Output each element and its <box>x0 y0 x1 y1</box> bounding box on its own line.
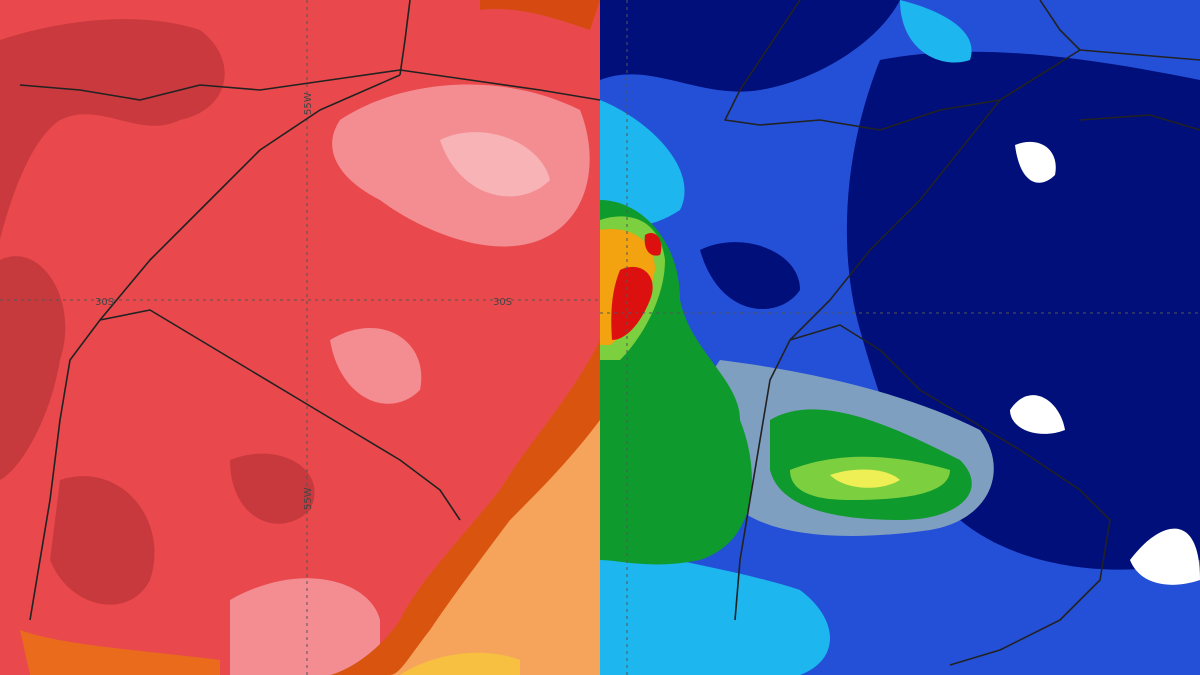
white-area <box>1015 141 1056 183</box>
light-area <box>440 132 550 197</box>
map-label: 55W <box>303 92 314 115</box>
ocean-warm <box>400 652 520 675</box>
light-area <box>230 578 380 675</box>
red-area <box>644 232 662 256</box>
border <box>19 69 600 101</box>
light-area <box>330 328 422 404</box>
cyan-area <box>900 0 972 63</box>
ocean-fill <box>390 420 600 675</box>
white-area <box>1010 395 1065 434</box>
temperature-map: 30S 30S 55W 55W <box>0 0 600 675</box>
coast-band <box>20 630 220 675</box>
dark-area <box>0 256 66 480</box>
dark-area <box>0 19 225 241</box>
white-area <box>1130 528 1200 585</box>
cyan-area <box>600 100 685 227</box>
yellow-area <box>830 469 900 488</box>
precipitation-map <box>600 0 1200 675</box>
cyan-area <box>600 540 830 675</box>
border <box>789 324 1111 666</box>
border <box>724 0 1200 131</box>
border <box>1039 0 1081 51</box>
dark-area <box>230 453 315 524</box>
dark-area <box>600 0 900 92</box>
map-label: 30S <box>95 297 114 308</box>
map-label: 30S <box>493 297 512 308</box>
border <box>399 0 411 76</box>
coast-band <box>480 0 600 30</box>
dark-area <box>50 476 155 605</box>
dark-area <box>700 242 800 310</box>
border <box>1079 114 1200 131</box>
red-area <box>611 266 653 340</box>
map-label: 55W <box>303 487 314 510</box>
border <box>99 309 461 521</box>
